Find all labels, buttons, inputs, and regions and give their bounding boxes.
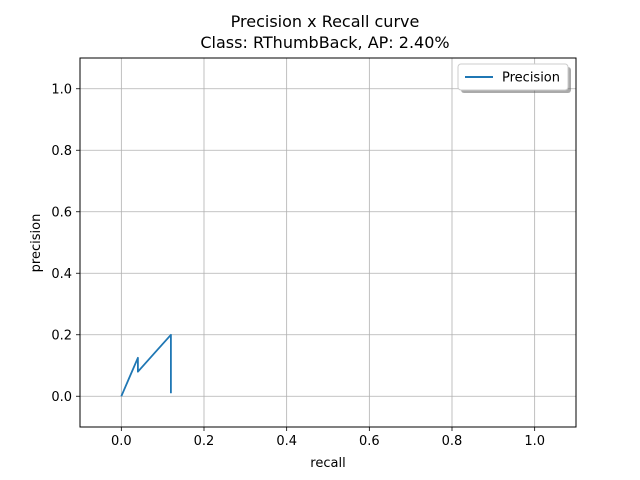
x-tick-label: 0.6 <box>359 434 380 449</box>
plot-lines <box>120 333 172 397</box>
x-tick-label: 0.0 <box>111 434 132 449</box>
legend: Precision <box>457 63 571 93</box>
grid-lines <box>80 58 576 427</box>
chart-subtitle: Class: RThumbBack, AP: 2.40% <box>200 33 449 52</box>
y-tick-label: 0.8 <box>51 144 72 159</box>
x-tick-label: 1.0 <box>524 434 545 449</box>
y-tick-label: 0.0 <box>51 390 72 405</box>
axis-ticks: 0.0 0.2 0.4 0.6 0.8 1.0 0.0 0.2 0.4 0.6 0.8 1.0 <box>51 82 545 449</box>
legend-box <box>457 63 569 91</box>
plot-frame <box>79 57 577 428</box>
x-axis-label: recall <box>310 456 345 471</box>
x-tick-label: 0.2 <box>194 434 215 449</box>
y-axis-label: precision <box>29 214 44 273</box>
x-tick-label: 0.4 <box>276 434 297 449</box>
legend-label-precision: Precision <box>502 71 560 86</box>
y-tick-label: 0.6 <box>51 205 72 220</box>
x-tick-label: 0.8 <box>442 434 463 449</box>
y-tick-label: 0.2 <box>51 328 72 343</box>
y-tick-label: 1.0 <box>51 82 72 97</box>
series-line-precision <box>120 333 172 397</box>
y-tick-label: 0.4 <box>51 267 72 282</box>
chart-title: Precision x Recall curve <box>231 12 420 31</box>
